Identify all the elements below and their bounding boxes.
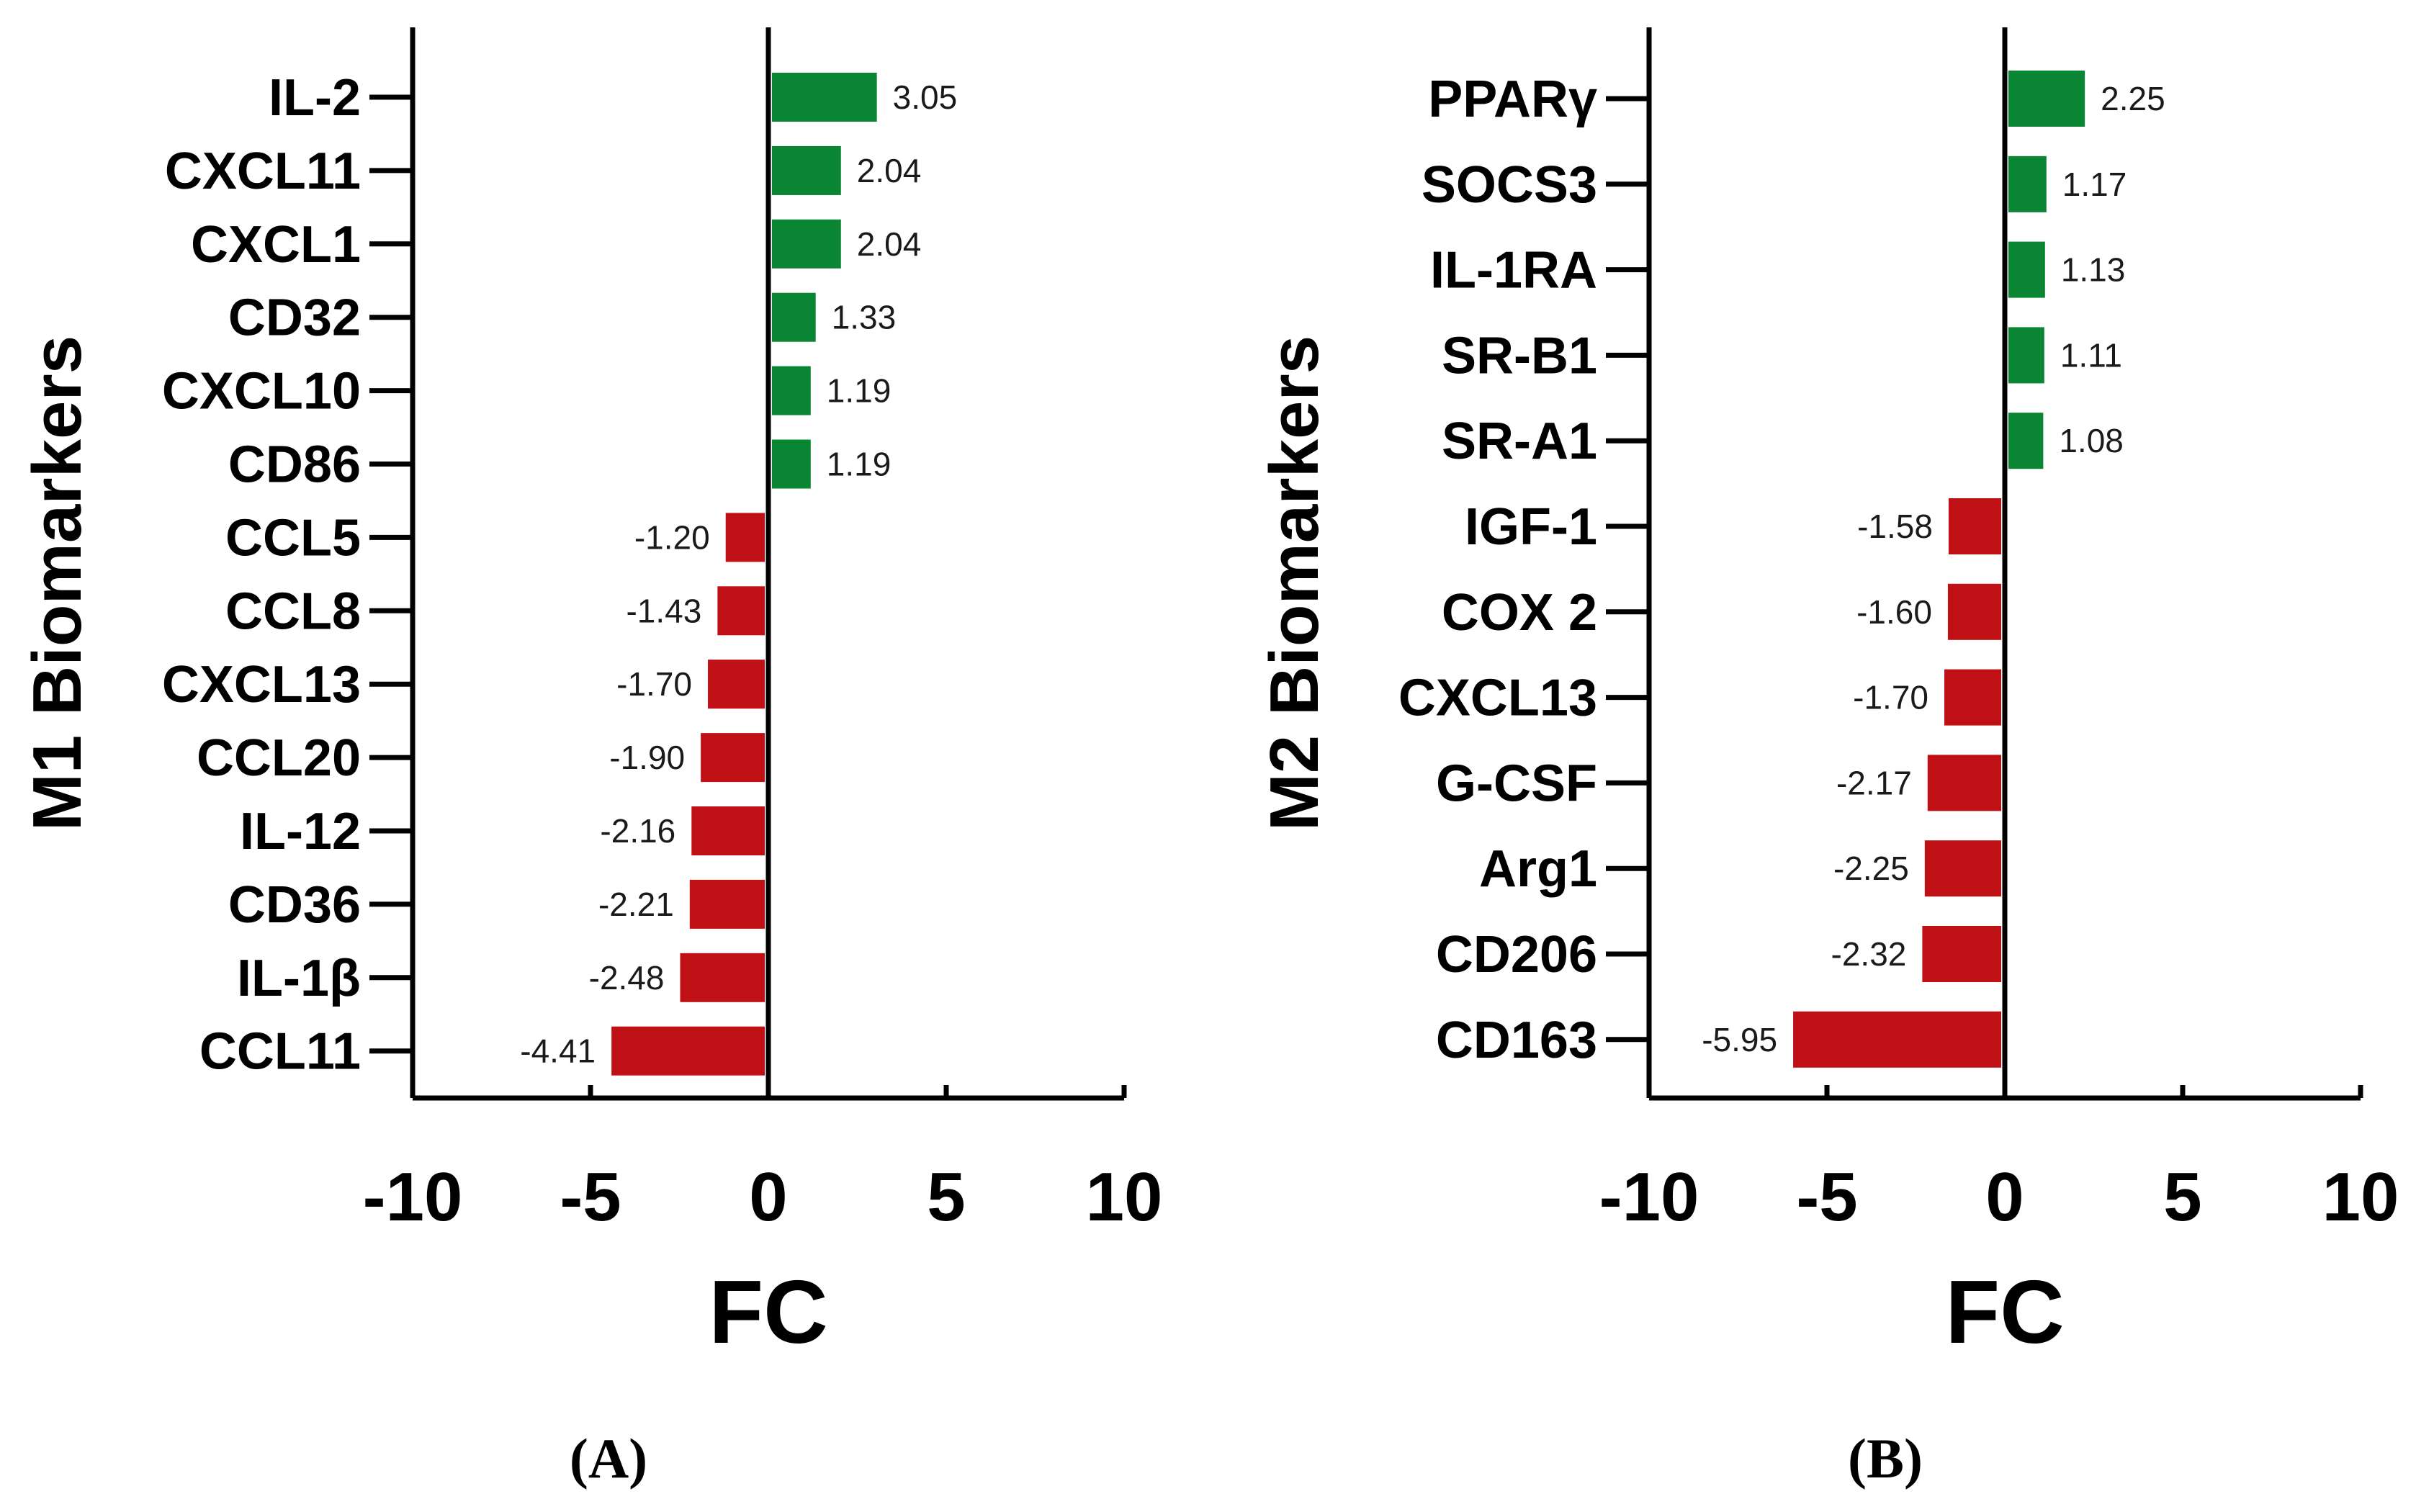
data-label: -1.20 xyxy=(634,518,710,556)
category-label: CXCL10 xyxy=(162,363,361,420)
data-label: -2.25 xyxy=(1833,850,1909,887)
bar-negative xyxy=(1948,498,2001,554)
x-axis-title: FC xyxy=(709,1263,827,1362)
data-label: 1.08 xyxy=(2059,422,2124,459)
data-label: 1.11 xyxy=(2060,336,2122,374)
category-label: CD36 xyxy=(228,876,361,934)
data-label: -2.32 xyxy=(1831,935,1907,973)
bar-negative xyxy=(689,879,765,929)
category-label: SR-B1 xyxy=(1442,327,1597,384)
data-label: -1.58 xyxy=(1857,508,1933,545)
data-label: 2.04 xyxy=(857,152,922,189)
x-tick-label: -10 xyxy=(363,1158,463,1236)
category-label: CXCL13 xyxy=(1398,670,1597,727)
panel-b: -10 -5 0 5 10 PPARγ 2.25 SOCS3 1.17 IL-1RA 1.13 SR-… xyxy=(1256,27,2399,1490)
bar-negative xyxy=(611,1026,765,1076)
x-axis-title: FC xyxy=(1945,1263,2064,1362)
bar-positive xyxy=(772,73,877,122)
category-label: CD86 xyxy=(228,436,361,494)
data-label: 1.19 xyxy=(827,446,892,483)
data-label: -1.43 xyxy=(626,592,701,629)
bar-negative xyxy=(725,513,765,562)
x-tick-label: -5 xyxy=(560,1158,621,1236)
bar-negative xyxy=(708,660,765,709)
data-label: -2.16 xyxy=(600,812,675,850)
x-tick-label: -10 xyxy=(1599,1158,1699,1236)
bar-positive xyxy=(772,219,841,269)
data-label: -5.95 xyxy=(1702,1021,1777,1058)
bar-negative xyxy=(680,953,765,1002)
bar-negative xyxy=(717,586,765,636)
x-tick-label: 0 xyxy=(1985,1158,2024,1236)
x-tick-label: 10 xyxy=(2322,1158,2399,1236)
category-label: IL-1β xyxy=(237,950,361,1007)
x-tick-label: 10 xyxy=(1086,1158,1163,1236)
data-label: -1.70 xyxy=(1853,679,1928,716)
bar-positive xyxy=(772,292,816,342)
bar-negative xyxy=(691,806,765,855)
data-label: -2.21 xyxy=(598,886,674,923)
data-label: 1.19 xyxy=(827,372,892,410)
bar-negative xyxy=(1927,755,2001,811)
bar-negative xyxy=(1944,669,2001,726)
category-label: IGF-1 xyxy=(1465,498,1597,556)
bar-positive xyxy=(772,366,811,415)
x-tick-label: 5 xyxy=(927,1158,965,1236)
bar-negative xyxy=(1922,926,2001,982)
category-label: CD206 xyxy=(1436,926,1597,984)
category-label: CCL8 xyxy=(225,582,361,640)
data-label: 1.13 xyxy=(2061,251,2126,289)
data-label: -2.17 xyxy=(1836,764,1912,801)
panel-label: (B) xyxy=(1848,1427,1923,1490)
data-label: 2.04 xyxy=(857,225,922,263)
category-label: G-CSF xyxy=(1436,755,1597,812)
category-label: COX 2 xyxy=(1442,584,1597,642)
x-tick-label: 5 xyxy=(2163,1158,2201,1236)
category-label: IL-12 xyxy=(240,803,361,860)
category-label: CCL5 xyxy=(225,509,361,567)
category-label: PPARγ xyxy=(1428,71,1597,128)
data-label: 1.17 xyxy=(2062,166,2127,203)
category-label: IL-1RA xyxy=(1430,242,1597,300)
data-label: -1.70 xyxy=(616,665,692,703)
panel-a: -10 -5 0 5 10 IL-2 3.05 CXCL11 2.04 CXCL1 2.04 CD32… xyxy=(19,27,1162,1490)
data-label: 2.25 xyxy=(2101,80,2165,117)
bar-positive xyxy=(772,439,811,489)
x-tick-label: 0 xyxy=(749,1158,787,1236)
bar-negative xyxy=(701,733,765,783)
bar-positive xyxy=(2008,241,2045,298)
data-label: -4.41 xyxy=(520,1032,596,1070)
y-axis-title: M1 Biomarkers xyxy=(19,336,96,831)
bar-positive xyxy=(2008,327,2044,384)
category-label: CXCL13 xyxy=(162,656,361,714)
category-label: CCL11 xyxy=(199,1023,361,1081)
data-label: 3.05 xyxy=(893,78,958,116)
category-label: IL-2 xyxy=(269,69,361,127)
category-label: CXCL1 xyxy=(191,216,361,274)
data-label: -1.90 xyxy=(609,739,685,776)
data-label: 1.33 xyxy=(832,299,897,336)
category-label: CD32 xyxy=(228,289,361,347)
bar-negative xyxy=(1793,1011,2001,1068)
bar-positive xyxy=(2008,156,2047,212)
data-label: -2.48 xyxy=(589,959,665,996)
panel-label: (A) xyxy=(570,1427,647,1490)
category-label: Arg1 xyxy=(1479,840,1597,898)
data-label: -1.60 xyxy=(1856,593,1932,631)
bar-negative xyxy=(1924,840,2001,897)
category-label: CCL20 xyxy=(197,729,361,787)
category-label: SR-A1 xyxy=(1442,413,1597,470)
bar-positive xyxy=(2008,71,2085,127)
category-label: SOCS3 xyxy=(1422,156,1597,214)
x-tick-label: -5 xyxy=(1796,1158,1857,1236)
y-axis-title: M2 Biomarkers xyxy=(1256,336,1333,831)
category-label: CD163 xyxy=(1436,1012,1597,1069)
category-label: CXCL11 xyxy=(165,143,361,200)
bar-negative xyxy=(1947,583,2001,640)
bar-positive xyxy=(2008,413,2044,469)
bar-positive xyxy=(772,145,841,195)
